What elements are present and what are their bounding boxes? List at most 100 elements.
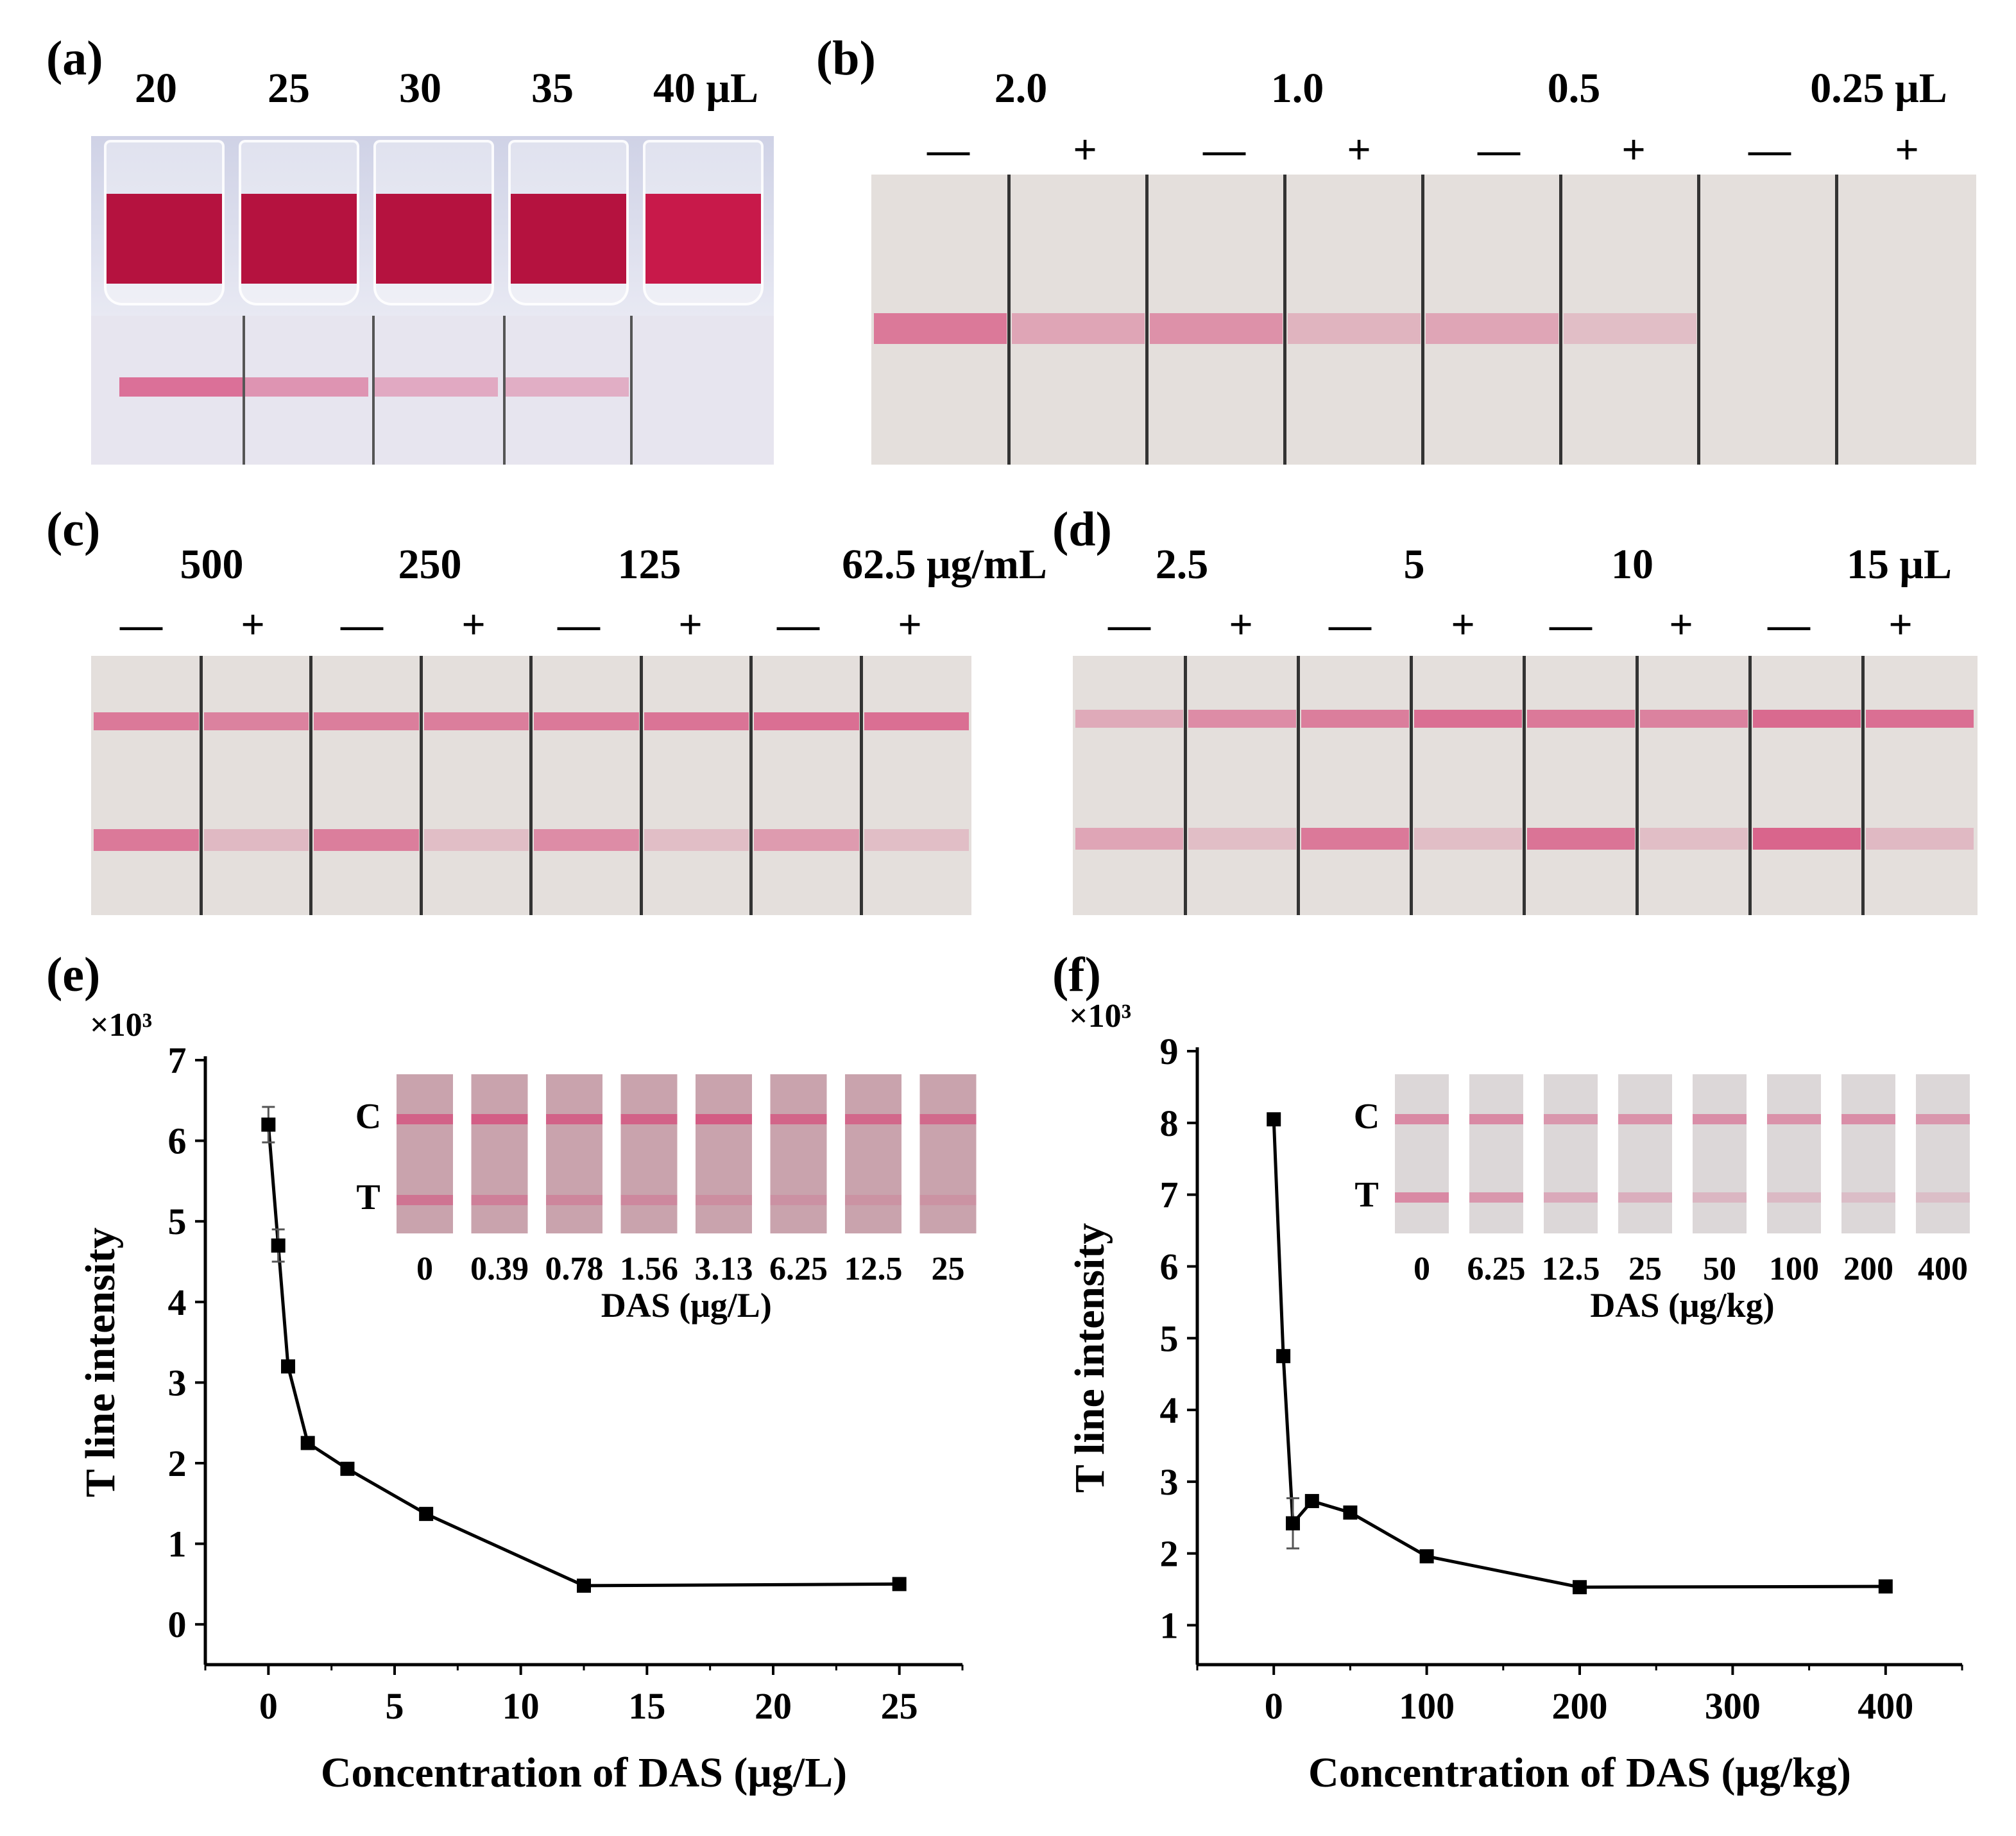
- vial: [373, 140, 494, 305]
- chart-e: 0 1 2 3 4 5 6 7 0 5 10 15 20 25 ×10³ Concentration of D…: [77, 1007, 977, 1796]
- panel-d-sign-1: +: [1229, 601, 1253, 648]
- strip-divider: [1283, 175, 1286, 465]
- test-line: [203, 829, 309, 851]
- y-tick-label: 7: [168, 1040, 187, 1081]
- vial: [508, 140, 629, 305]
- x-axis-label: Concentration of DAS (μg/L): [321, 1749, 847, 1796]
- control-line: [1301, 710, 1409, 728]
- test-line: [1527, 828, 1635, 850]
- inset-control-line: [696, 1114, 752, 1124]
- inset-concentration-label: 200: [1843, 1251, 1893, 1287]
- inset-control-line: [1841, 1114, 1895, 1124]
- strip-divider: [639, 656, 643, 915]
- y-tick-label: 2: [168, 1443, 187, 1484]
- panel-b-sign-row: — + — + — + — +: [871, 126, 1975, 177]
- panel-c-group-row: 500 250 125 62.5 μg/mL: [91, 540, 1054, 598]
- x-tick-label: 200: [1552, 1685, 1608, 1727]
- inset-control-line: [845, 1114, 901, 1124]
- panel-c-group-label-3: 62.5 μg/mL: [842, 541, 1047, 588]
- panel-c-sign-0: —: [120, 601, 162, 648]
- panel-b-sign-7: +: [1895, 126, 1919, 173]
- strip-divider: [630, 316, 633, 465]
- inset-strip: [1916, 1074, 1970, 1233]
- y-multiplier: ×10³: [1069, 998, 1131, 1034]
- panel-c-sign-2: —: [341, 601, 383, 648]
- inset-strip: [471, 1074, 528, 1233]
- y-tick-label: 8: [1160, 1102, 1179, 1144]
- data-point: [1573, 1580, 1587, 1595]
- control-line: [1414, 710, 1522, 728]
- inset-strip: [1767, 1074, 1821, 1233]
- panel-c-sign-6: —: [777, 601, 819, 648]
- y-tick-label: 7: [1160, 1174, 1179, 1216]
- panel-b-group-label-0: 2.0: [994, 65, 1048, 112]
- strip-divider: [503, 316, 506, 465]
- test-line: [864, 829, 969, 851]
- y-axis-label: T line intensity: [77, 1228, 124, 1498]
- inset-control-line: [1618, 1114, 1672, 1124]
- inset-control-line: [919, 1114, 977, 1124]
- panel-b-sign-0: —: [927, 126, 970, 173]
- strip-divider: [1636, 656, 1639, 915]
- panel-c-sign-row: — + — + — + — +: [91, 601, 971, 652]
- control-line: [534, 712, 639, 730]
- inset-test-line: [1618, 1192, 1672, 1203]
- control-line: [423, 712, 529, 730]
- panel-a-volume-row: 20 25 30 35 40 μL: [90, 64, 796, 122]
- panel-a-volume-label-1: 25: [268, 65, 310, 112]
- data-point: [271, 1238, 286, 1253]
- control-line: [1866, 710, 1974, 728]
- inset-strip: [845, 1074, 901, 1233]
- inset-strip: [1618, 1074, 1672, 1233]
- test-line: [1753, 828, 1861, 850]
- inset-test-line: [1395, 1192, 1449, 1203]
- panel-e-label: (e): [46, 948, 101, 1002]
- inset-row-label-c: C: [355, 1097, 381, 1137]
- panel-c-group-label-0: 500: [180, 541, 244, 588]
- panel-a-strips: [91, 316, 774, 465]
- inset-concentration-label: 0.39: [470, 1251, 529, 1287]
- y-axis-label: T line intensity: [1066, 1223, 1113, 1493]
- panel-b-group-label-2: 0.5: [1547, 65, 1601, 112]
- inset-test-line: [1767, 1192, 1821, 1203]
- strip-divider: [372, 316, 375, 465]
- strip-divider: [243, 316, 245, 465]
- strip-divider: [859, 656, 863, 915]
- control-line: [314, 712, 419, 730]
- vial-liquid: [107, 194, 222, 284]
- data-point: [892, 1577, 907, 1591]
- panel-c-group-label-2: 125: [617, 541, 681, 588]
- series-line: [266, 1124, 900, 1588]
- test-line: [1012, 313, 1145, 344]
- inset-strip: [546, 1074, 602, 1233]
- strip-divider: [529, 656, 533, 915]
- data-point: [261, 1117, 276, 1132]
- y-multiplier: ×10³: [90, 1007, 152, 1043]
- inset-test-line: [696, 1195, 752, 1205]
- control-line: [203, 712, 309, 730]
- control-line: [1640, 710, 1748, 728]
- control-line: [94, 712, 199, 730]
- data-point: [300, 1436, 315, 1450]
- inset-control-line: [397, 1114, 453, 1124]
- inset-control-line: [1916, 1114, 1970, 1124]
- vial: [239, 140, 359, 305]
- test-line: [1075, 828, 1183, 850]
- y-tick-label: 5: [168, 1201, 187, 1242]
- panel-c-strips: [91, 656, 971, 915]
- panel-d-sign-5: +: [1669, 601, 1693, 648]
- inset-test-line: [471, 1195, 528, 1205]
- test-line: [1564, 313, 1696, 344]
- panel-c-sign-7: +: [898, 601, 922, 648]
- strip-divider: [1297, 656, 1300, 915]
- y-tick-label: 9: [1160, 1031, 1179, 1072]
- panel-c-sign-5: +: [678, 601, 703, 648]
- y-tick-label: 1: [168, 1523, 187, 1565]
- strip-divider: [1835, 175, 1838, 465]
- inset-test-line: [620, 1195, 678, 1205]
- strip-divider: [419, 656, 423, 915]
- x-axis-label: Concentration of DAS (μg/kg): [1308, 1749, 1851, 1796]
- strip-divider: [1007, 175, 1011, 465]
- y-tick-label: 3: [168, 1362, 187, 1403]
- panel-f-label: (f): [1052, 948, 1101, 1002]
